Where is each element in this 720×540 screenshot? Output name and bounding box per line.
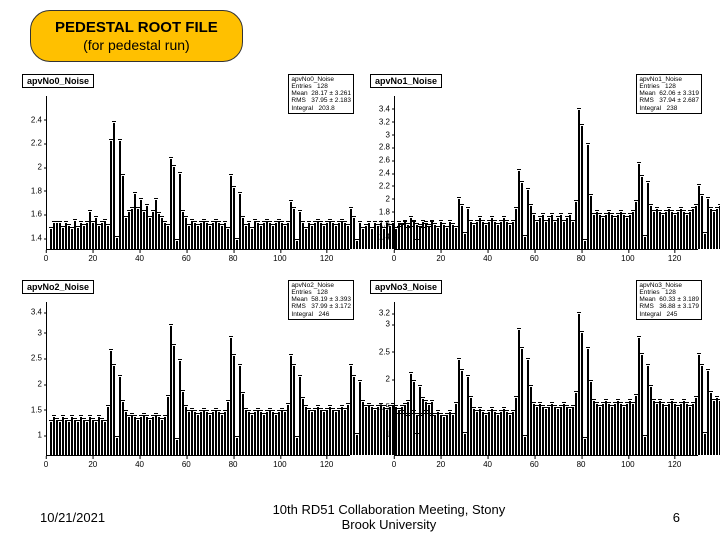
stat-box: apvNo1_Noise Entries 128 Mean 62.06 ± 3.… (636, 74, 702, 114)
chart-title: apvNo2_Noise (22, 280, 94, 294)
chart-title: apvNo3_Noise (370, 280, 442, 294)
stat-box: apvNo0_Noise Entries 128 Mean 28.17 ± 3.… (288, 74, 354, 114)
plot-area (394, 302, 698, 456)
chart-apvNo1_Noise: apvNo1_NoiseapvNo1_Noise Entries 128 Mea… (366, 78, 702, 268)
header-title: PEDESTAL ROOT FILE (55, 19, 218, 37)
footer-date: 10/21/2021 (40, 510, 105, 525)
chart-title: apvNo1_Noise (370, 74, 442, 88)
stat-box: apvNo2_Noise Entries 128 Mean 58.19 ± 3.… (288, 280, 354, 320)
stat-box: apvNo3_Noise Entries 128 Mean 60.33 ± 3.… (636, 280, 702, 320)
header-box: PEDESTAL ROOT FILE (for pedestal run) (30, 10, 243, 62)
header-subtitle: (for pedestal run) (55, 37, 218, 53)
chart-title: apvNo0_Noise (22, 74, 94, 88)
footer-center: 10th RD51 Collaboration Meeting, StonyBr… (105, 502, 673, 532)
charts-grid: apvNo0_NoiseapvNo0_Noise Entries 128 Mea… (18, 78, 702, 474)
chart-apvNo2_Noise: apvNo2_NoiseapvNo2_Noise Entries 128 Mea… (18, 284, 354, 474)
plot-area (46, 96, 350, 250)
footer: 10/21/2021 10th RD51 Collaboration Meeti… (0, 502, 720, 532)
footer-page: 6 (673, 510, 680, 525)
chart-apvNo3_Noise: apvNo3_NoiseapvNo3_Noise Entries 128 Mea… (366, 284, 702, 474)
plot-area (46, 302, 350, 456)
plot-area (394, 96, 698, 250)
chart-apvNo0_Noise: apvNo0_NoiseapvNo0_Noise Entries 128 Mea… (18, 78, 354, 268)
